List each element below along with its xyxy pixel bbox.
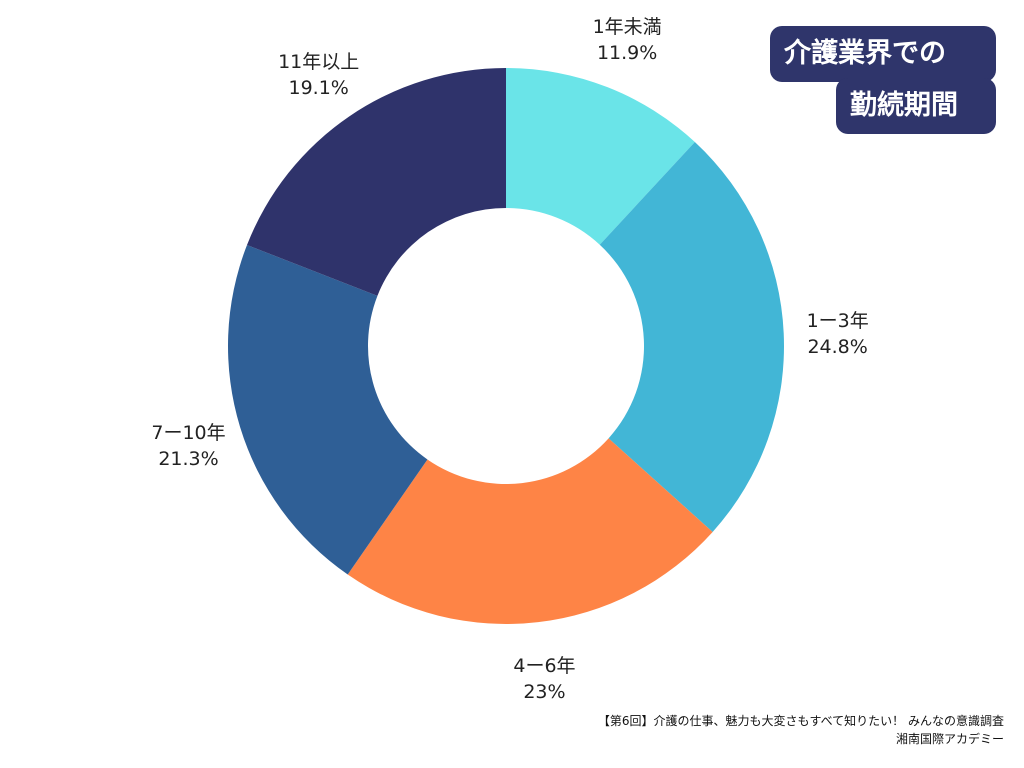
chart-labels: 1年未満 11.9% 1ー3年 24.8% 4ー6年 23% 7ー10年 21.3% 11年以上… (151, 16, 868, 703)
slice-4 (227, 244, 428, 575)
slice-value-label: 24.8% (807, 336, 867, 358)
slice-label-3: 4ー6年 23% (513, 655, 575, 703)
slice-label-4: 7ー10年 21.3% (151, 422, 225, 470)
slice-value-label: 23% (523, 681, 565, 703)
slice-label-5: 11年以上 19.1% (278, 51, 359, 99)
slice-1 (506, 68, 695, 245)
title-line-1: 介護業界での (770, 26, 996, 82)
slice-category-label: 7ー10年 (151, 422, 225, 444)
chart-slices (227, 68, 784, 624)
slice-category-label: 11年以上 (278, 51, 359, 73)
source-line-1: 【第6回】介護の仕事、魅力も大変さもすべて知りたい！ みんなの意識調査 (597, 714, 1004, 728)
slice-value-label: 21.3% (158, 448, 218, 470)
slice-5 (247, 68, 506, 296)
source-line-2: 湘南国際アカデミー (895, 732, 1004, 746)
chart-title: 介護業界での 勤続期間 (770, 26, 996, 134)
slice-value-label: 19.1% (289, 77, 349, 99)
slice-label-2: 1ー3年 24.8% (807, 310, 869, 358)
slice-2 (599, 142, 784, 532)
slice-category-label: 1年未満 (593, 16, 662, 38)
slice-category-label: 4ー6年 (513, 655, 575, 677)
slice-3 (347, 438, 713, 624)
slice-category-label: 1ー3年 (807, 310, 869, 332)
slice-value-label: 11.9% (597, 42, 657, 64)
slice-label-1: 1年未満 11.9% (593, 16, 662, 64)
title-line-2: 勤続期間 (836, 78, 996, 134)
source-credit: 【第6回】介護の仕事、魅力も大変さもすべて知りたい！ みんなの意識調査 湘南国際… (598, 712, 1004, 748)
